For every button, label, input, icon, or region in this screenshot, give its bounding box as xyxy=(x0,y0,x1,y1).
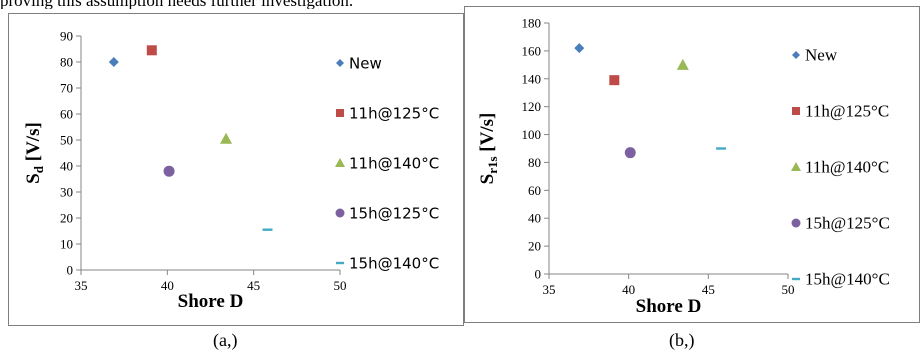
chart-b-legend-label-11h-125-c: 11h@125°C xyxy=(805,102,889,121)
chart-a-x-axis-title: Shore D xyxy=(178,291,244,312)
chart-a-y-tick-label: 30 xyxy=(60,185,73,200)
chart-a-x-tick-label: 35 xyxy=(75,278,88,293)
chart-b-legend-marker-15h-125-c xyxy=(791,218,801,228)
chart-b-y-tick-label: 60 xyxy=(528,183,541,198)
chart-a-y-tick-label: 20 xyxy=(60,211,73,226)
chart-b-x-tick-label: 35 xyxy=(543,282,556,297)
chart-a-y-tick-label: 50 xyxy=(60,133,73,148)
chart-a-legend-label-15h-140-c: 15h@140°C xyxy=(349,255,439,273)
chart-b-legend-label-new: New xyxy=(805,46,838,65)
chart-a-y-title-unit: [V/s] xyxy=(23,122,44,166)
chart-a-legend-marker-15h-140-c xyxy=(336,261,344,265)
chart-b-y-title-sub: r1s xyxy=(485,156,500,173)
chart-a-y-tick-label: 10 xyxy=(60,237,73,252)
chart-a-legend-marker-11h-140-c xyxy=(335,158,345,167)
chart-b-y-axis-title: Sr1s [V/s] xyxy=(477,113,500,185)
chart-a-y-tick-label: 80 xyxy=(60,55,73,70)
chart-a-svg: 0 10 20 30 40 50 60 70 80 90 35 40 45 50 Shore D Sd [V/… xyxy=(23,29,439,313)
chart-a-x-tick-label: 50 xyxy=(334,278,347,293)
chart-a-y-axis-title: Sd [V/s] xyxy=(23,122,46,184)
chart-b-legend-marker-11h-125-c xyxy=(792,107,800,115)
chart-b-point-15h-140-c xyxy=(716,147,727,150)
chart-panel-b: 0 20 40 60 80 100 120 140 160 180 35 40 45 50 Shore D S… xyxy=(464,6,920,323)
caption-b: (b,) xyxy=(669,330,695,350)
chart-b-y-tick-label: 100 xyxy=(522,127,542,142)
chart-a-point-new xyxy=(108,57,119,67)
chart-a-legend-label-11h-125-c: 11h@125°C xyxy=(349,105,439,123)
chart-b-x-tick-label: 40 xyxy=(622,282,635,297)
chart-a-point-15h-140-c xyxy=(262,228,273,231)
chart-a-point-11h-125-c xyxy=(146,45,157,56)
chart-b-point-15h-125-c xyxy=(624,147,636,159)
chart-a-x-tick-label: 40 xyxy=(161,278,174,293)
chart-b-point-11h-140-c xyxy=(676,58,689,70)
chart-b-legend-label-11h-140-c: 11h@140°C xyxy=(805,158,889,177)
chart-a-legend-marker-11h-125-c xyxy=(336,109,344,117)
body-text-line: proving this assumption needs further in… xyxy=(0,0,920,9)
chart-a-legend-label-new: New xyxy=(349,55,382,73)
chart-b-y-tick-label: 180 xyxy=(522,16,542,31)
chart-b-point-11h-125-c xyxy=(609,75,620,86)
chart-a-point-11h-140-c xyxy=(220,132,233,144)
chart-a-y-tick-label: 40 xyxy=(60,159,73,174)
chart-a-legend-label-11h-140-c: 11h@140°C xyxy=(349,155,439,173)
chart-a-x-tick-label: 45 xyxy=(247,278,260,293)
chart-a-legend-marker-new xyxy=(336,59,344,67)
chart-b-y-tick-label: 40 xyxy=(528,211,541,226)
chart-b-y-tick-label: 140 xyxy=(522,71,542,86)
chart-b-y-tick-label: 160 xyxy=(522,43,542,58)
chart-panel-a: 0 10 20 30 40 50 60 70 80 90 35 40 45 50 Shore D Sd [V/… xyxy=(8,13,464,326)
chart-b-legend-marker-11h-140-c xyxy=(791,162,801,171)
chart-b-point-new xyxy=(574,43,585,54)
chart-b-legend-label-15h-140-c: 15h@140°C xyxy=(805,270,890,289)
chart-b-legend-marker-new xyxy=(792,51,800,59)
chart-b-x-tick-label: 50 xyxy=(782,282,795,297)
chart-b-x-tick-label: 45 xyxy=(702,282,715,297)
chart-b-y-tick-label: 80 xyxy=(528,155,541,170)
chart-a-legend-marker-15h-125-c xyxy=(335,208,345,218)
chart-a-y-title-sub: d xyxy=(31,165,46,173)
chart-b-y-tick-label: 120 xyxy=(522,99,542,114)
chart-a-y-title-main: S xyxy=(23,173,44,184)
chart-a-y-tick-label: 90 xyxy=(60,29,73,44)
chart-a-legend-label-15h-125-c: 15h@125°C xyxy=(349,205,439,223)
chart-a-point-15h-125-c xyxy=(163,165,175,177)
chart-b-svg: 0 20 40 60 80 100 120 140 160 180 35 40 45 50 Shore D S… xyxy=(477,16,890,318)
chart-b-legend-label-15h-125-c: 15h@125°C xyxy=(805,214,890,233)
caption-a: (a,) xyxy=(213,330,238,350)
chart-b-y-tick-label: 20 xyxy=(528,239,541,254)
chart-b-x-axis-title: Shore D xyxy=(636,296,702,317)
chart-b-y-tick-label: 0 xyxy=(535,267,542,282)
chart-b-legend-marker-15h-140-c xyxy=(792,277,800,281)
chart-a-y-tick-label: 0 xyxy=(67,263,74,278)
chart-b-y-title-main: S xyxy=(477,174,498,185)
chart-a-y-tick-label: 70 xyxy=(60,81,73,96)
chart-b-y-title-unit: [V/s] xyxy=(477,113,498,157)
chart-a-y-tick-label: 60 xyxy=(60,107,73,122)
